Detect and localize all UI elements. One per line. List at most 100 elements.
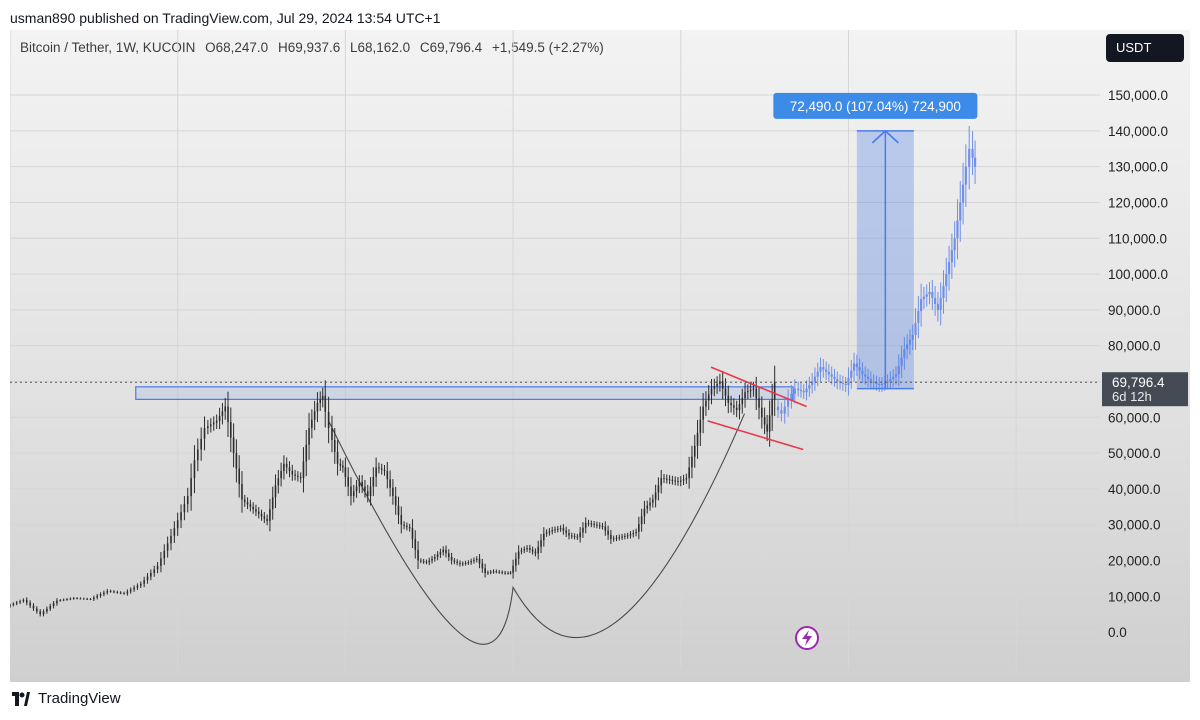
candle xyxy=(747,384,749,399)
candle xyxy=(207,420,209,435)
candle-body xyxy=(39,611,41,615)
time-axis[interactable]: 2020 2021 2022 2023 2024 2025 2026 xyxy=(10,680,1032,682)
candle xyxy=(562,524,565,535)
candle xyxy=(406,522,408,531)
candle-body xyxy=(103,592,105,595)
candle xyxy=(193,445,196,494)
projection-candle xyxy=(917,295,920,339)
candle-body xyxy=(190,478,192,497)
candle xyxy=(467,560,470,565)
projection-candle-body xyxy=(889,379,892,382)
candle-body xyxy=(170,535,172,544)
projection-candle-body xyxy=(805,388,808,393)
candle xyxy=(336,440,339,476)
candle-body xyxy=(730,402,732,406)
candle-body xyxy=(584,522,587,528)
candle xyxy=(153,565,156,577)
projection-candle-body xyxy=(841,382,844,384)
candle-body xyxy=(702,406,704,420)
projection-candle-body xyxy=(825,369,828,372)
projection-candle xyxy=(920,283,923,327)
candle xyxy=(215,414,218,430)
candle-body xyxy=(392,487,394,497)
candle xyxy=(380,463,383,475)
projection-candle-body xyxy=(964,166,967,185)
symbol-name[interactable]: Bitcoin / Tether, 1W, KUCOIN xyxy=(20,40,196,55)
chart-panel[interactable]: Bitcoin / Tether, 1W, KUCOIN O68,247.0 H… xyxy=(10,30,1190,682)
candle xyxy=(180,504,182,529)
candle xyxy=(39,609,41,617)
candle xyxy=(403,521,405,530)
candle-body xyxy=(766,424,768,432)
measure-tool[interactable]: 72,490.0 (107.04%) 724,900 xyxy=(773,92,978,390)
candle-body xyxy=(109,590,112,592)
candle xyxy=(42,609,45,617)
candle-body xyxy=(218,416,221,421)
close-label: C xyxy=(419,40,430,55)
candle xyxy=(598,522,601,529)
candle-body xyxy=(29,602,31,606)
candle-body xyxy=(246,502,249,505)
candle xyxy=(252,502,254,514)
candle xyxy=(400,506,403,534)
projection-candle-body xyxy=(959,202,962,221)
candle-body xyxy=(523,549,526,551)
symbol-legend: Bitcoin / Tether, 1W, KUCOIN O68,247.0 H… xyxy=(20,40,604,55)
projection-candle-body xyxy=(947,262,951,275)
projection-candle-body xyxy=(931,291,934,298)
projection-candle xyxy=(892,368,895,387)
y-tick-label: 90,000.0 xyxy=(1108,303,1161,318)
candle-body xyxy=(274,485,277,498)
candle-body xyxy=(403,524,405,526)
candle xyxy=(36,606,38,614)
candle-body xyxy=(113,591,115,593)
candle-body xyxy=(72,598,75,600)
candle-body xyxy=(305,444,308,462)
projection-candle-body xyxy=(799,389,803,392)
candle-body xyxy=(744,392,746,399)
candle-body xyxy=(456,561,458,563)
candle xyxy=(186,487,189,513)
candle xyxy=(136,583,139,590)
candle-body xyxy=(691,456,693,468)
projection-candle xyxy=(836,371,839,390)
candle xyxy=(146,573,149,584)
candle xyxy=(366,484,369,503)
last-price-value: 69,796.4 xyxy=(1112,375,1165,390)
candle xyxy=(604,521,607,536)
candle-body xyxy=(197,449,199,461)
projection-candle-body xyxy=(861,370,864,375)
candle xyxy=(232,423,235,468)
candle-body xyxy=(596,524,598,526)
candle-body xyxy=(283,463,285,471)
price-chart[interactable]: 72,490.0 (107.04%) 724,900 0.0 10,000.0 20… xyxy=(10,30,1190,682)
candle xyxy=(305,430,308,477)
candle xyxy=(688,456,690,489)
candle xyxy=(501,570,503,575)
projection-candle xyxy=(813,367,817,391)
price-axis[interactable]: 0.0 10,000.0 20,000.0 30,000.0 40,000.0 50,00… xyxy=(1108,88,1168,640)
candle xyxy=(119,591,122,595)
bolt-icon[interactable] xyxy=(795,626,819,650)
candle-body xyxy=(280,470,282,479)
candle xyxy=(540,533,542,554)
candle-body xyxy=(271,497,274,510)
candle xyxy=(96,593,98,600)
projection-candle xyxy=(908,329,912,355)
candle-body xyxy=(579,532,581,538)
candle-body xyxy=(156,565,159,570)
candle xyxy=(520,547,523,555)
currency-button[interactable]: USDT xyxy=(1106,34,1184,62)
candle-body xyxy=(570,535,573,537)
candle-body xyxy=(621,536,623,538)
candle xyxy=(369,477,372,506)
candle-body xyxy=(116,591,119,593)
projection-candle-body xyxy=(786,399,790,407)
projection-candle xyxy=(928,282,931,305)
candle xyxy=(210,418,212,433)
candle-body xyxy=(417,549,419,561)
candle-body xyxy=(56,600,58,604)
resistance-zone xyxy=(135,386,794,400)
candle-body xyxy=(498,571,501,573)
candle xyxy=(652,494,654,508)
